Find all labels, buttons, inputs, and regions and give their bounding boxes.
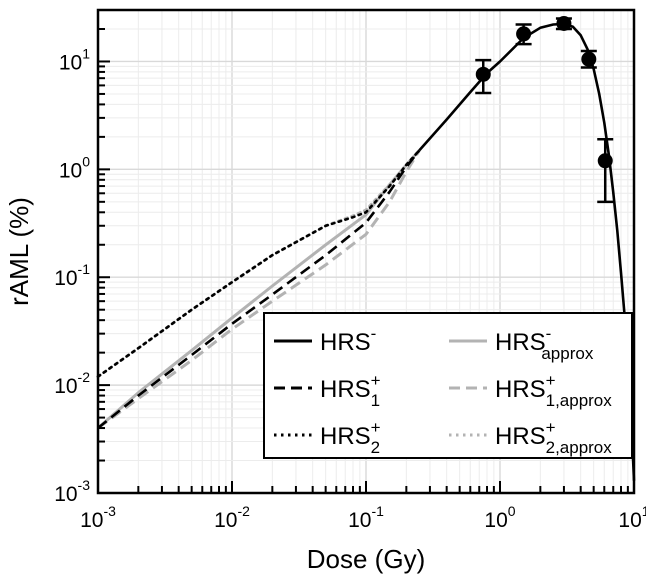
data-point [597, 153, 613, 169]
x-tick-exponent: -3 [103, 503, 116, 519]
legend-label: HRS-approx [495, 324, 594, 363]
legend-label-base: HRS [495, 329, 546, 356]
y-tick-exponent: -3 [78, 477, 91, 493]
legend-entry: HRS-approx [449, 324, 594, 363]
legend-label-sup: + [371, 418, 381, 437]
y-tick-exponent: 0 [82, 153, 90, 169]
x-tick-base: 10 [618, 509, 641, 532]
legend-label-sub: approx [541, 344, 593, 363]
x-axis-label: Dose (Gy) [307, 544, 425, 574]
legend-entry: HRS- [274, 324, 376, 356]
legend-box [263, 312, 633, 459]
legend-label: HRS+ 2 [320, 418, 381, 457]
y-tick-label: 10-3 [54, 477, 90, 506]
y-tick-exponent: 1 [82, 45, 90, 61]
x-tick-base: 10 [348, 509, 371, 532]
series-line [97, 149, 421, 430]
legend-label-base: HRS [320, 423, 371, 450]
series-line [96, 149, 421, 378]
series-lines [96, 22, 636, 481]
legend-entry: HRS+ 2,approx [449, 418, 612, 457]
legend-label-sup: - [546, 324, 552, 343]
data-point [475, 66, 491, 82]
x-tick-label: 10-3 [80, 503, 116, 532]
y-tick-exponent: -2 [78, 369, 91, 385]
legend-label-sup: + [371, 371, 381, 390]
legend-label-sup: - [371, 324, 377, 343]
data-point [581, 51, 597, 67]
y-tick-base: 10 [59, 51, 82, 74]
y-tick-base: 10 [54, 375, 77, 398]
legend-label-base: HRS [320, 376, 371, 403]
y-tick-label: 10-2 [54, 369, 90, 398]
legend-label-sup: + [546, 418, 556, 437]
x-tick-labels: 10-3 10-2 10-1 100 101 [80, 503, 646, 532]
x-tick-exponent: -2 [237, 503, 250, 519]
axis-ticks [97, 9, 635, 494]
legend-label-sub: 1 [371, 391, 380, 410]
data-points [475, 15, 614, 204]
y-tick-base: 10 [54, 483, 77, 506]
y-tick-exponent: -1 [78, 261, 91, 277]
x-tick-base: 10 [484, 509, 507, 532]
y-tick-label: 100 [59, 153, 90, 182]
y-tick-base: 10 [59, 159, 82, 182]
legend-label: HRS+ 1 [320, 371, 381, 410]
x-tick-label: 10-1 [348, 503, 384, 532]
legend-entry: HRS+ 2 [274, 418, 381, 457]
legend-entry: HRS+ 1 [274, 371, 381, 410]
legend-entry: HRS+ 1,approx [449, 371, 612, 410]
legend-label-base: HRS [495, 376, 546, 403]
x-tick-label: 101 [618, 503, 646, 532]
x-tick-exponent: -1 [371, 503, 384, 519]
legend-label-base: HRS [320, 329, 371, 356]
legend-label-sup: + [546, 371, 556, 390]
y-axis-label: rAML (%) [4, 197, 34, 306]
x-tick-label: 100 [484, 503, 515, 532]
data-point [516, 26, 532, 42]
legend-label-sub: 1,approx [546, 391, 613, 410]
legend-label: HRS- [320, 324, 376, 356]
legend-label-base: HRS [495, 423, 546, 450]
x-tick-exponent: 1 [642, 503, 646, 519]
y-tick-label: 101 [59, 45, 90, 74]
series-line [418, 22, 636, 481]
series-line [97, 149, 421, 430]
legend-label-sub: 2,approx [546, 438, 613, 457]
legend-label: HRS+ 1,approx [495, 371, 612, 410]
y-tick-base: 10 [54, 267, 77, 290]
x-tick-base: 10 [80, 509, 103, 532]
x-tick-label: 10-2 [214, 503, 250, 532]
x-tick-exponent: 0 [508, 503, 516, 519]
x-tick-base: 10 [214, 509, 237, 532]
y-tick-label: 10-1 [54, 261, 90, 290]
data-point [556, 15, 572, 31]
legend-label: HRS+ 2,approx [495, 418, 612, 457]
legend-label-sub: 2 [371, 438, 380, 457]
